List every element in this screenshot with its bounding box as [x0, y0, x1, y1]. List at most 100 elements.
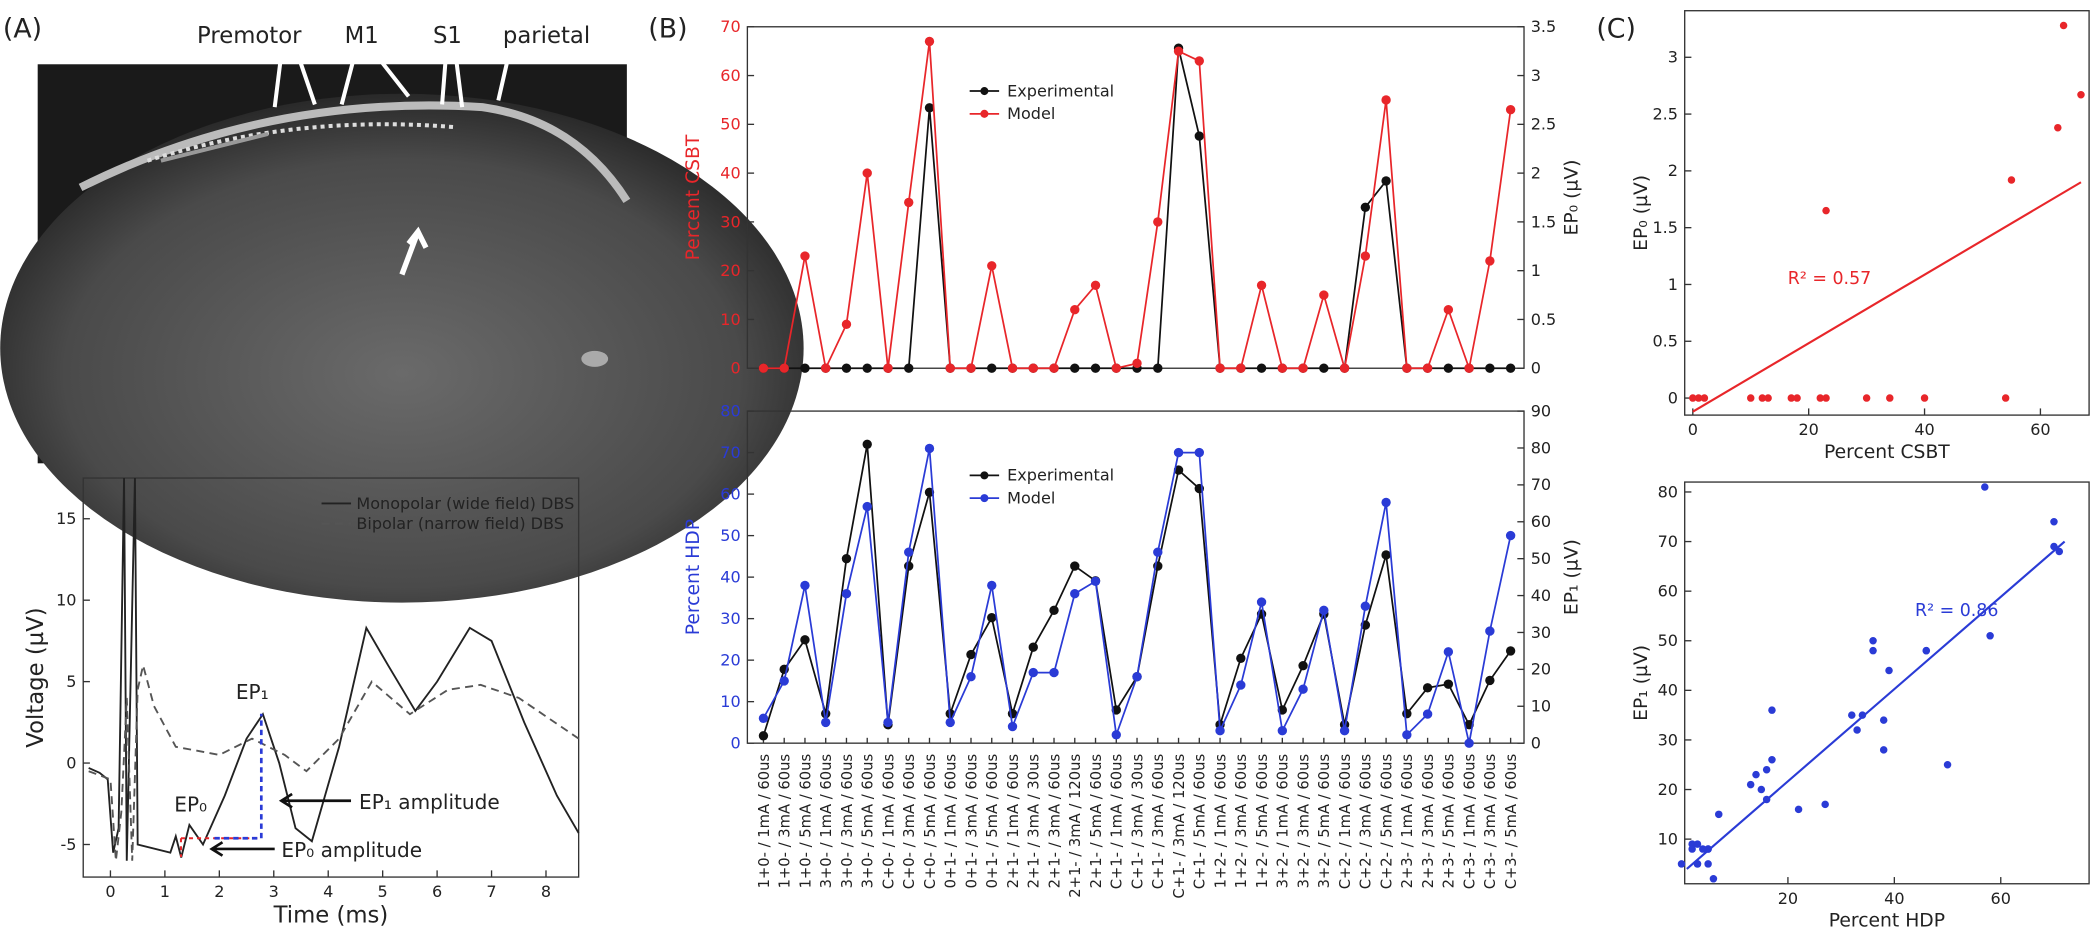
point [1485, 256, 1495, 266]
x-tick-label: 3+0- / 3mA / 60us [839, 754, 856, 889]
x-tick-label: 40 [1884, 889, 1904, 908]
y-tick-label: 20 [1658, 780, 1678, 799]
x-tick-label: 2+1- / 3mA / 120us [1067, 754, 1084, 898]
y-tick-label: 20 [720, 650, 740, 669]
series-line [763, 41, 1512, 372]
y2-tick-label: 3 [1531, 66, 1541, 85]
point [1879, 716, 1888, 724]
point [1236, 653, 1246, 663]
y-tick-label: 50 [720, 526, 740, 545]
x-tick-label: 1+2- / 5mA / 60us [1254, 754, 1271, 889]
legend-label: Model [1007, 488, 1055, 507]
point [1886, 394, 1894, 402]
annotation: EP₁ [236, 680, 269, 704]
x-tick-label: 2+3- / 1mA / 60us [1399, 754, 1416, 889]
point [883, 363, 893, 373]
y2-tick-label: 0 [1531, 734, 1541, 753]
y2-tick-label: 80 [1531, 438, 1551, 457]
point [1677, 860, 1686, 868]
y2-tick-label: 90 [1531, 401, 1551, 420]
legend-label: Experimental [1007, 81, 1114, 100]
point [1090, 363, 1101, 373]
amplitude-marker [214, 713, 263, 840]
point [987, 613, 997, 623]
point [779, 676, 789, 686]
x-tick-label: 2+3- / 5mA / 60us [1441, 754, 1458, 889]
point [1049, 667, 1059, 678]
arrow [278, 792, 352, 809]
point [841, 319, 852, 330]
point [1277, 363, 1288, 373]
x-tick-label: 60 [2030, 420, 2050, 439]
point [1715, 810, 1723, 819]
x-tick-label: 2+1- / 5mA / 60us [1088, 754, 1105, 889]
point [1822, 206, 1830, 215]
x-tick-label: 1+2- / 1mA / 60us [1212, 754, 1229, 889]
point [1443, 363, 1454, 373]
x-tick-label: C+3- / 1mA / 60us [1461, 754, 1478, 889]
point [1485, 363, 1495, 373]
y-axis-label: Percent HDP [683, 519, 704, 635]
mri-image [0, 52, 804, 603]
y-tick-label: 60 [720, 484, 740, 503]
y2-tick-label: 10 [1531, 697, 1551, 716]
point [1402, 730, 1412, 740]
series-line [762, 448, 1512, 744]
x-tick-label: 1+2- / 3mA / 60us [1233, 754, 1250, 889]
point [2077, 91, 2085, 99]
point [1443, 679, 1454, 689]
x-tick-label: 2+1- / 3mA / 30us [1026, 754, 1043, 889]
point [945, 717, 955, 728]
x-tick-label: 2+1- / 3mA / 60us [1046, 754, 1063, 889]
point [1505, 646, 1516, 656]
point [1694, 394, 1703, 402]
point [1298, 660, 1308, 671]
point [904, 561, 914, 571]
y2-tick-label: 1 [1531, 261, 1541, 280]
point [1764, 394, 1772, 402]
point [1762, 765, 1771, 774]
x-tick-label: 1+0- / 1mA / 60us [756, 754, 773, 889]
point [945, 363, 955, 373]
legend-label: Bipolar (narrow field) DBS [356, 514, 564, 533]
y-tick-label: 0 [66, 753, 76, 772]
point [1768, 756, 1776, 764]
x-tick-label: C+2- / 3mA / 60us [1358, 754, 1375, 889]
x-tick-label: C+0- / 5mA / 60us [922, 754, 939, 889]
annotation: EP₀ amplitude [281, 838, 422, 862]
point [779, 363, 789, 373]
plot-frame [1684, 10, 2090, 416]
y-tick-label: 1 [1668, 275, 1678, 294]
point [862, 501, 872, 512]
x-tick-label: C+2- / 5mA / 60us [1378, 754, 1395, 889]
x-tick-label: 3+0- / 1mA / 60us [818, 754, 835, 889]
y2-tick-label: 40 [1531, 586, 1551, 605]
point [821, 363, 831, 373]
point [1422, 683, 1433, 693]
point [904, 197, 914, 208]
mri-label: Premotor [197, 23, 302, 49]
point [1215, 363, 1225, 373]
point [1215, 726, 1225, 736]
y-tick-label: 15 [56, 509, 76, 528]
y2-tick-label: 20 [1531, 660, 1551, 679]
y-axis-label: Voltage (µV) [23, 607, 49, 747]
panel-label: (A) [3, 13, 42, 44]
x-tick-label: 2+1- / 1mA / 60us [1005, 754, 1022, 889]
point [1298, 363, 1308, 373]
point [1236, 680, 1246, 690]
point [862, 363, 872, 373]
point [1505, 363, 1516, 373]
point [1381, 95, 1391, 105]
y-tick-label: 60 [720, 66, 740, 85]
y-tick-label: 50 [720, 115, 740, 134]
y-tick-label: 10 [56, 591, 76, 610]
y-tick-label: 70 [720, 443, 740, 462]
y2-tick-label: 0.5 [1531, 310, 1557, 329]
y2-axis-label: EP₀ (µV) [1562, 160, 1583, 236]
x-tick-label: C+2- / 1mA / 60us [1337, 754, 1354, 889]
point [1194, 131, 1204, 141]
y-tick-label: 0.5 [1652, 332, 1678, 351]
y2-axis-label: EP₁ (µV) [1562, 539, 1583, 615]
x-tick-label: 20 [1798, 420, 1818, 439]
